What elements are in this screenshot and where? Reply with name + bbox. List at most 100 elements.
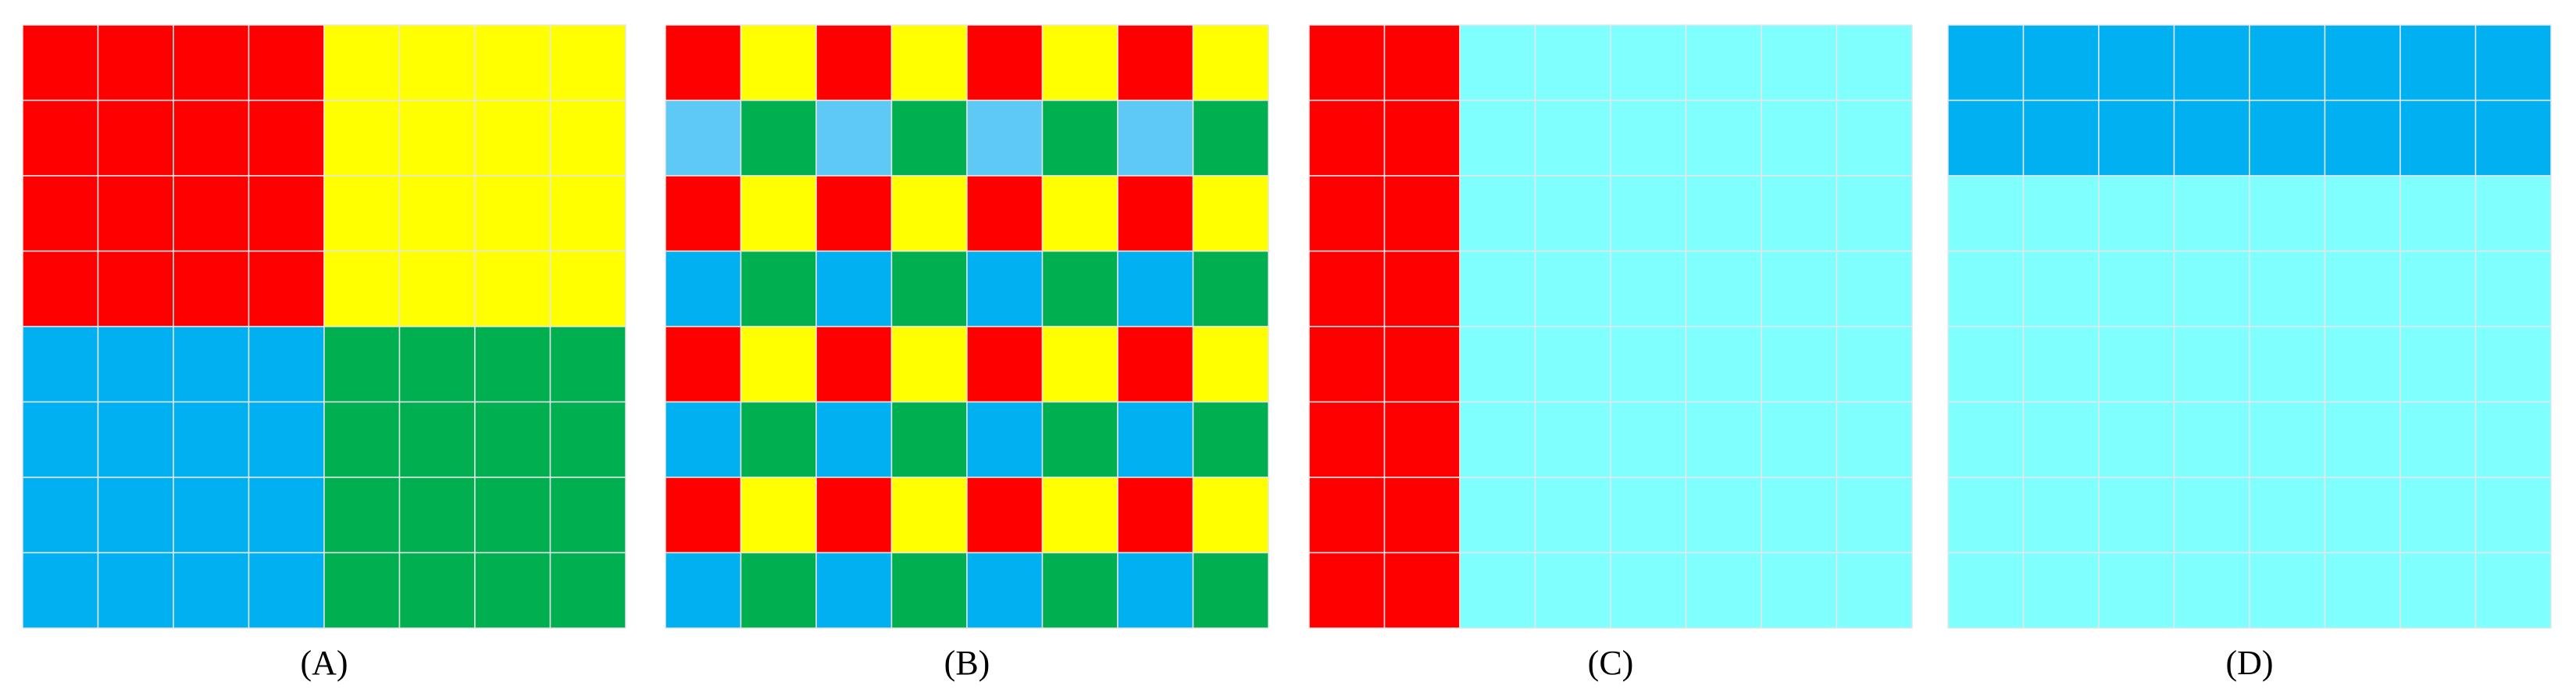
cell (1534, 99, 1611, 177)
cell (1308, 24, 1386, 102)
cell (1947, 175, 2025, 252)
cell (2173, 552, 2250, 629)
cell (2399, 401, 2477, 478)
cell (966, 99, 1044, 177)
cell (1610, 99, 1687, 177)
cell (890, 99, 968, 177)
cell (1117, 250, 1194, 327)
cell (1947, 552, 2025, 629)
cell (173, 401, 250, 478)
cell (890, 175, 968, 252)
cell (323, 401, 401, 478)
cell (2324, 552, 2401, 629)
cell (1836, 24, 1913, 102)
cell (474, 401, 551, 478)
cell (740, 326, 817, 403)
cell (1117, 175, 1194, 252)
cell (1610, 175, 1687, 252)
cell (966, 326, 1044, 403)
cell (665, 401, 742, 478)
cell (2098, 401, 2175, 478)
cell (1459, 99, 1536, 177)
panel: (A) (22, 24, 626, 682)
cell (2324, 99, 2401, 177)
cell (1117, 552, 1194, 629)
cell (323, 250, 401, 327)
cell (1836, 401, 1913, 478)
cell (474, 175, 551, 252)
cell (2474, 250, 2552, 327)
cell (2249, 99, 2326, 177)
cell (1534, 477, 1611, 554)
panel: (D) (1947, 24, 2552, 682)
cell (97, 326, 174, 403)
cell (2173, 99, 2250, 177)
cell (815, 477, 893, 554)
cell (474, 99, 551, 177)
cell (323, 24, 401, 102)
cell (1308, 401, 1386, 478)
cell (665, 175, 742, 252)
cell (22, 552, 99, 629)
cell (2324, 477, 2401, 554)
cell (1383, 175, 1461, 252)
cell (1308, 175, 1386, 252)
cell (248, 552, 325, 629)
cell (2474, 326, 2552, 403)
cell (2474, 175, 2552, 252)
cell (740, 552, 817, 629)
cell (1610, 326, 1687, 403)
cell (2249, 24, 2326, 102)
cell (2173, 175, 2250, 252)
cell (549, 24, 626, 102)
cell (97, 477, 174, 554)
cell (1383, 552, 1461, 629)
cell (1192, 552, 1269, 629)
panel-label: (C) (1588, 644, 1634, 682)
cell (1117, 24, 1194, 102)
cell (2399, 326, 2477, 403)
cell (2173, 477, 2250, 554)
cell (815, 24, 893, 102)
cell (1308, 552, 1386, 629)
cell (22, 401, 99, 478)
cell (2399, 477, 2477, 554)
cell (1383, 326, 1461, 403)
cell (1836, 250, 1913, 327)
cell (1192, 326, 1269, 403)
cell (1685, 99, 1762, 177)
cell (398, 24, 476, 102)
cell (2022, 175, 2100, 252)
cell (1192, 477, 1269, 554)
cell (740, 175, 817, 252)
cell (173, 250, 250, 327)
cell (740, 250, 817, 327)
cell (1947, 401, 2025, 478)
cell (2022, 401, 2100, 478)
cell (1761, 477, 1838, 554)
cell (2098, 250, 2175, 327)
cell (1761, 99, 1838, 177)
cell (398, 477, 476, 554)
cell (1041, 477, 1119, 554)
cell (549, 477, 626, 554)
cell (398, 250, 476, 327)
cell (665, 477, 742, 554)
cell (1761, 552, 1838, 629)
cell (2022, 24, 2100, 102)
cell (398, 175, 476, 252)
cell (966, 24, 1044, 102)
cell (474, 552, 551, 629)
cell (22, 99, 99, 177)
cell (1534, 401, 1611, 478)
cell (665, 552, 742, 629)
cell (1308, 477, 1386, 554)
cell (2098, 175, 2175, 252)
cell (2399, 250, 2477, 327)
cell (1192, 401, 1269, 478)
cell (1761, 24, 1838, 102)
cell (1041, 401, 1119, 478)
cell (665, 99, 742, 177)
cell (97, 250, 174, 327)
cell (1685, 175, 1762, 252)
